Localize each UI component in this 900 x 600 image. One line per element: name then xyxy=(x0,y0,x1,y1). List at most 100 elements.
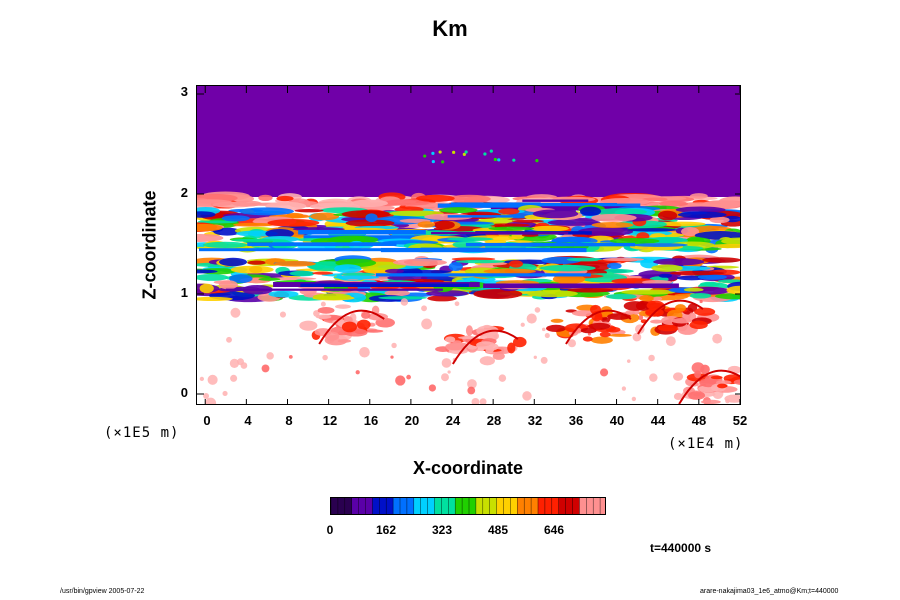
contour-patch xyxy=(230,307,241,318)
contour-band-cell xyxy=(651,264,683,272)
contour-band-cell xyxy=(417,221,436,228)
contour-patch xyxy=(199,376,205,382)
contour-band-cell xyxy=(229,274,253,284)
contour-patch xyxy=(359,346,370,358)
contour-band-cell xyxy=(202,241,248,248)
contour-band-cell xyxy=(231,200,262,207)
plume-cell xyxy=(571,310,595,317)
contour-band-cell xyxy=(632,243,688,247)
isolated-point xyxy=(489,149,493,153)
plume-cell xyxy=(710,375,723,380)
plume-cell xyxy=(599,331,611,338)
contour-band-cell xyxy=(591,213,637,222)
contour-patch xyxy=(428,384,436,392)
plume-cell xyxy=(671,317,692,324)
isolated-point xyxy=(512,158,516,162)
colorbar-cell xyxy=(400,498,408,514)
contour-band-cell xyxy=(312,271,334,275)
contour-patch xyxy=(454,301,460,307)
contour-patch xyxy=(649,373,658,382)
plume-arc xyxy=(318,309,385,345)
contour-band-cell xyxy=(238,207,295,216)
plume-cell xyxy=(590,336,613,344)
contour-band-streak xyxy=(522,199,589,202)
contour-patch xyxy=(626,359,631,363)
contour-patch xyxy=(712,333,723,344)
contour-patch xyxy=(322,354,328,361)
colorbar-cell xyxy=(448,498,456,514)
plume-cell xyxy=(335,304,351,309)
plume-cell xyxy=(653,296,663,301)
colorbar-cell xyxy=(544,498,553,514)
contour-patch xyxy=(390,355,394,359)
contour-band-cell xyxy=(274,260,316,267)
contour-band-cell xyxy=(197,223,223,232)
x-tick-label: 16 xyxy=(363,413,379,428)
contour-patch xyxy=(395,375,406,386)
colorbar-cell xyxy=(358,498,366,514)
contour-band-cell xyxy=(392,258,447,267)
contour-band-cell xyxy=(605,293,637,300)
contour-band-streak xyxy=(431,232,569,235)
contour-band-cell xyxy=(221,215,250,222)
y-axis-label: Z-coordinate xyxy=(139,190,160,300)
contour-patch xyxy=(421,305,428,312)
contour-band-cell xyxy=(447,237,494,241)
colorbar-cell xyxy=(344,498,353,514)
plume-cell xyxy=(361,311,371,319)
plume-arc xyxy=(452,329,519,365)
contour-patch xyxy=(279,311,287,318)
plume-cell xyxy=(691,362,705,374)
contour-patch xyxy=(355,370,360,375)
isolated-point xyxy=(535,159,539,163)
x-tick-label: 4 xyxy=(244,413,252,428)
x-tick-label: 52 xyxy=(732,413,748,428)
contour-band-cell xyxy=(434,220,455,230)
plume-cell xyxy=(588,322,611,330)
plume-cell xyxy=(700,399,721,404)
x-tick-label: 36 xyxy=(568,413,584,428)
contour-patch xyxy=(207,374,218,385)
plume-cell xyxy=(608,333,632,337)
plume-cell xyxy=(550,318,564,323)
contour-patch xyxy=(237,358,244,366)
colorbar-tick-label: 646 xyxy=(543,523,565,537)
plume-cell xyxy=(507,342,516,354)
contour-patch xyxy=(406,374,411,380)
contour-patch xyxy=(471,398,480,404)
contour-patch xyxy=(203,392,210,399)
colorbar-cell xyxy=(406,498,415,514)
contour-patch xyxy=(600,368,609,377)
plume-cell xyxy=(650,319,663,324)
colorbar-gradient xyxy=(331,498,605,514)
contour-band-cell xyxy=(276,195,294,202)
x-axis-label: X-coordinate xyxy=(412,458,523,478)
contour-band-cell xyxy=(690,193,708,199)
contour-band-cell xyxy=(508,260,524,268)
colorbar-cell xyxy=(413,498,422,514)
contour-band-cell xyxy=(317,198,354,209)
footer-source: arare-nakajima03_1e6_atmo@Km;t=440000 xyxy=(700,588,839,595)
contour-band-streak xyxy=(298,229,426,235)
contour-band-cell xyxy=(294,208,324,213)
colorbar-cell xyxy=(524,498,532,514)
contour-patch xyxy=(544,332,550,339)
contour-band-cell xyxy=(345,219,395,227)
plume-cell xyxy=(674,304,687,312)
contour-band-cell xyxy=(675,206,726,213)
contour-band-streak xyxy=(199,248,405,252)
contour-band-cell xyxy=(532,209,579,219)
contour-band-cell xyxy=(641,279,673,285)
contour-band-cell xyxy=(498,208,520,215)
background-region xyxy=(197,86,740,197)
colorbar-tick-label: 162 xyxy=(375,523,397,537)
contour-band-cell xyxy=(197,269,218,274)
contour-band-cell xyxy=(669,270,725,276)
contour-patch xyxy=(467,379,477,389)
plume-cell xyxy=(688,391,706,400)
contour-band-cell xyxy=(197,296,233,301)
contour-patch xyxy=(447,370,451,374)
plume-cell xyxy=(546,324,567,333)
colorbar-cell xyxy=(565,498,573,514)
contour-patch xyxy=(467,386,476,395)
